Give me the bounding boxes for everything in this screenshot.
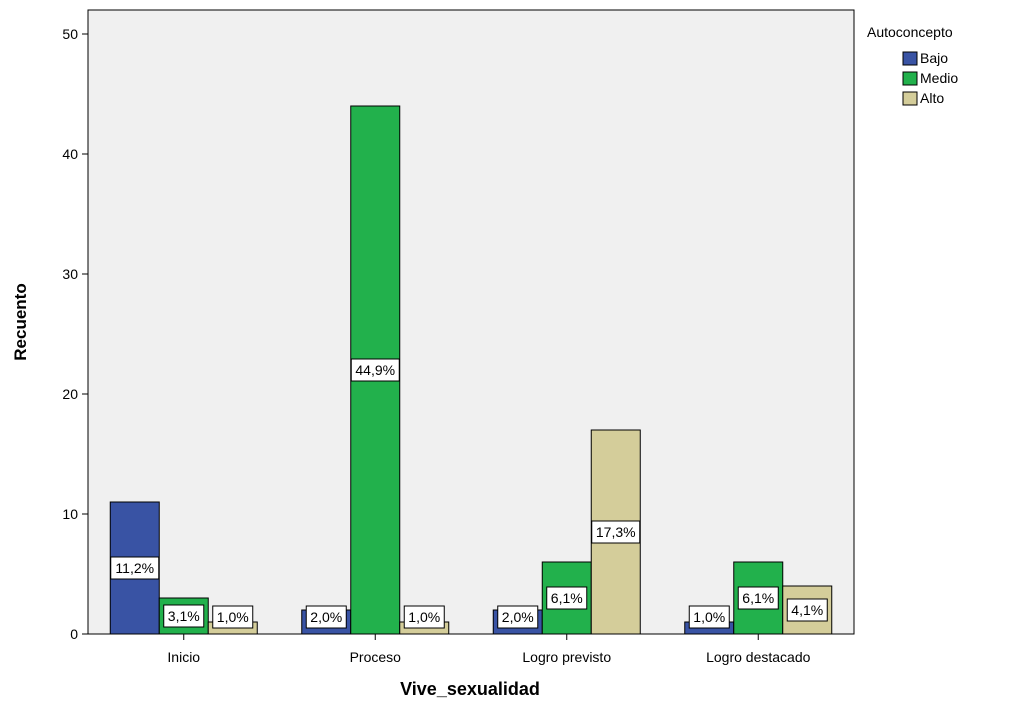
legend-swatch-medio [902,71,918,86]
legend-title: Autoconcepto [867,24,953,40]
data-label-text: 6,1% [551,590,583,606]
data-label-box [591,520,641,544]
legend-swatch-bajo [902,51,918,66]
plot-area [87,9,855,635]
data-label: 1,0% [403,605,445,629]
y-tick-label: 50 [62,26,78,42]
data-label-box [786,598,828,622]
data-label-text: 44,9% [355,362,395,378]
data-label-box [737,586,779,610]
data-label-box [350,358,400,382]
data-label-box [688,605,730,629]
data-labels-group: 11,2% 3,1% 1,0% 2,0% 44,9% 1,0% 2,0% 6,1% 17,3% 1… [110,358,828,629]
x-tick-label: Proceso [350,649,402,665]
data-label-text: 6,1% [742,590,774,606]
y-tick-label: 30 [62,266,78,282]
data-label-box [110,556,160,580]
legend-label-alto: Alto [920,90,944,106]
data-label-text: 4,1% [791,602,823,618]
data-label-box [163,604,205,628]
data-label-box [403,605,445,629]
data-label-text: 11,2% [115,560,154,576]
data-label-text: 3,1% [168,608,200,624]
x-tick-label: Logro previsto [522,649,611,665]
data-label-text: 2,0% [310,609,342,625]
data-label-text: 17,3% [596,524,636,540]
data-label-text: 1,0% [217,609,249,625]
x-axis: Inicio Proceso Logro previsto Logro destaca… [167,634,811,665]
data-label: 1,0% [688,605,730,629]
data-label: 1,0% [212,605,254,629]
y-tick-label: 20 [62,386,78,402]
y-tick-label: 0 [70,626,78,642]
data-label: 11,2% [110,556,160,580]
x-tick-label: Inicio [167,649,200,665]
x-axis-title: Vive_sexualidad [400,679,540,699]
y-tick-label: 40 [62,146,78,162]
data-label: 44,9% [350,358,400,382]
data-label: 4,1% [786,598,828,622]
data-label-box [546,586,588,610]
data-label-box [497,605,539,629]
data-label: 2,0% [497,605,539,629]
y-axis-title: Recuento [11,283,30,360]
y-axis: 0 10 20 30 40 50 [62,26,88,642]
data-label-text: 1,0% [408,609,440,625]
data-label-text: 1,0% [693,609,725,625]
data-label: 3,1% [163,604,205,628]
data-label: 6,1% [737,586,779,610]
legend-swatch-alto [902,91,918,106]
data-label-box [212,605,254,629]
data-label: 2,0% [305,605,347,629]
data-label-text: 2,0% [502,609,534,625]
data-label: 6,1% [546,586,588,610]
legend-label-medio: Medio [920,70,958,86]
data-label: 17,3% [591,520,641,544]
legend-label-bajo: Bajo [920,50,948,66]
x-tick-label: Logro destacado [706,649,811,665]
y-tick-label: 10 [62,506,78,522]
data-label-box [305,605,347,629]
legend: Autoconcepto Bajo Medio Alto [867,24,958,106]
